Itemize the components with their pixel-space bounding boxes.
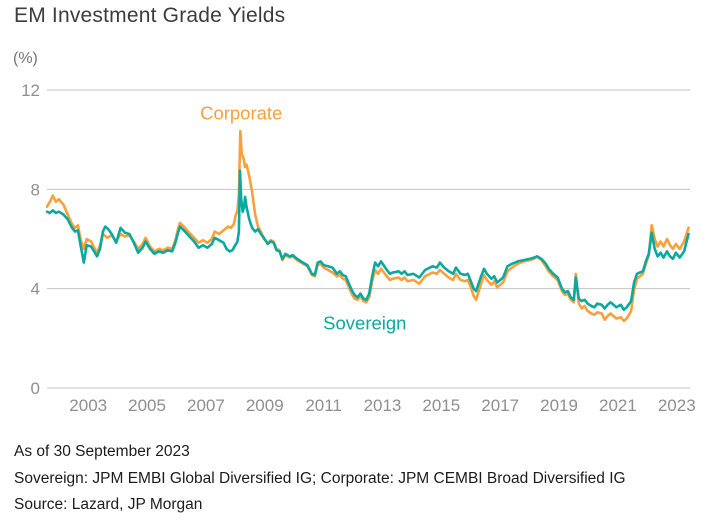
y-axis-unit-label: (%)	[13, 50, 38, 67]
series-label-corporate: Corporate	[200, 103, 282, 124]
x-tick-label-2003: 2003	[69, 396, 107, 415]
y-tick-label-8: 8	[31, 180, 40, 199]
x-tick-label-2023: 2023	[658, 396, 696, 415]
x-tick-label-2019: 2019	[540, 396, 578, 415]
series-label-sovereign: Sovereign	[323, 312, 406, 333]
x-tick-label-2009: 2009	[246, 396, 284, 415]
y-tick-label-4: 4	[31, 280, 40, 299]
index-definitions: Sovereign: JPM EMBI Global Diversified I…	[14, 470, 626, 487]
x-tick-label-2011: 2011	[305, 396, 342, 415]
x-tick-label-2017: 2017	[481, 396, 519, 415]
as-of-date: As of 30 September 2023	[14, 443, 190, 460]
x-tick-label-2021: 2021	[599, 396, 637, 415]
x-tick-label-2005: 2005	[128, 396, 166, 415]
yield-chart: 12 8 4 0 2003 2005 2007 2009 2011 2013 2015 2017 201…	[21, 81, 696, 415]
series-line-corporate	[45, 129, 690, 323]
y-tick-label-12: 12	[21, 81, 40, 100]
x-tick-label-2015: 2015	[422, 396, 460, 415]
source-note: Source: Lazard, JP Morgan	[14, 496, 203, 513]
x-tick-label-2013: 2013	[364, 396, 402, 415]
series-line-sovereign	[45, 169, 690, 312]
page-title: EM Investment Grade Yields	[14, 4, 286, 27]
x-tick-label-2007: 2007	[187, 396, 225, 415]
y-tick-label-0: 0	[31, 379, 40, 398]
